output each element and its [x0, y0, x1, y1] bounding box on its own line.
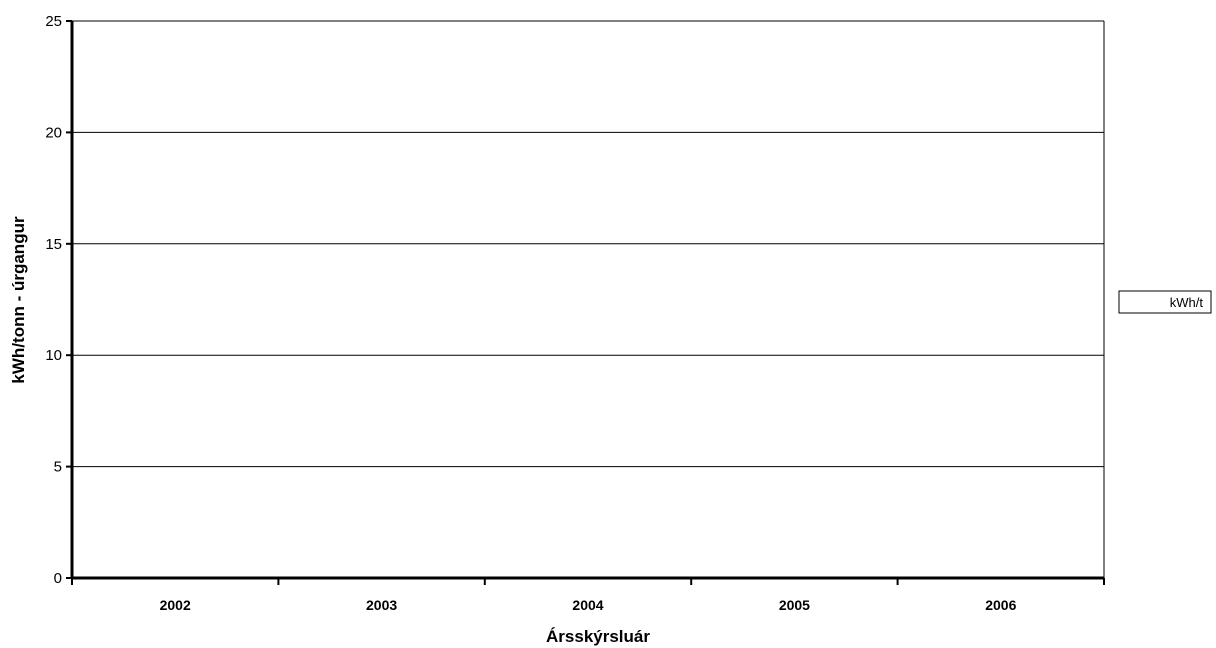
x-ticks: 2002 2003 2004 2005 2006	[71, 578, 1105, 613]
y-tick-label: 25	[45, 13, 62, 30]
legend: kWh/t	[1118, 290, 1212, 314]
y-tick-label: 0	[54, 570, 62, 587]
y-tick-label: 10	[45, 347, 62, 364]
y-tick-label: 5	[54, 459, 62, 476]
x-tick-label: 2002	[160, 597, 191, 613]
x-tick-label: 2005	[779, 597, 810, 613]
x-tick-label: 2006	[985, 597, 1016, 613]
x-axis-title: Ársskýrsluár	[546, 627, 650, 646]
y-tick-label: 20	[45, 124, 62, 141]
y-ticks: 0 5 10 15 20 25	[45, 13, 72, 587]
gridlines	[72, 131, 1104, 468]
plot-frame	[72, 20, 1105, 578]
axes	[70, 21, 1104, 580]
y-tick-label: 15	[45, 236, 62, 253]
x-tick-label: 2004	[572, 597, 603, 613]
legend-label: kWh/t	[1170, 295, 1204, 310]
legend-box	[1118, 290, 1212, 314]
y-axis-title: kWh/tonn - úrgangur	[9, 216, 28, 384]
x-tick-label: 2003	[366, 597, 397, 613]
